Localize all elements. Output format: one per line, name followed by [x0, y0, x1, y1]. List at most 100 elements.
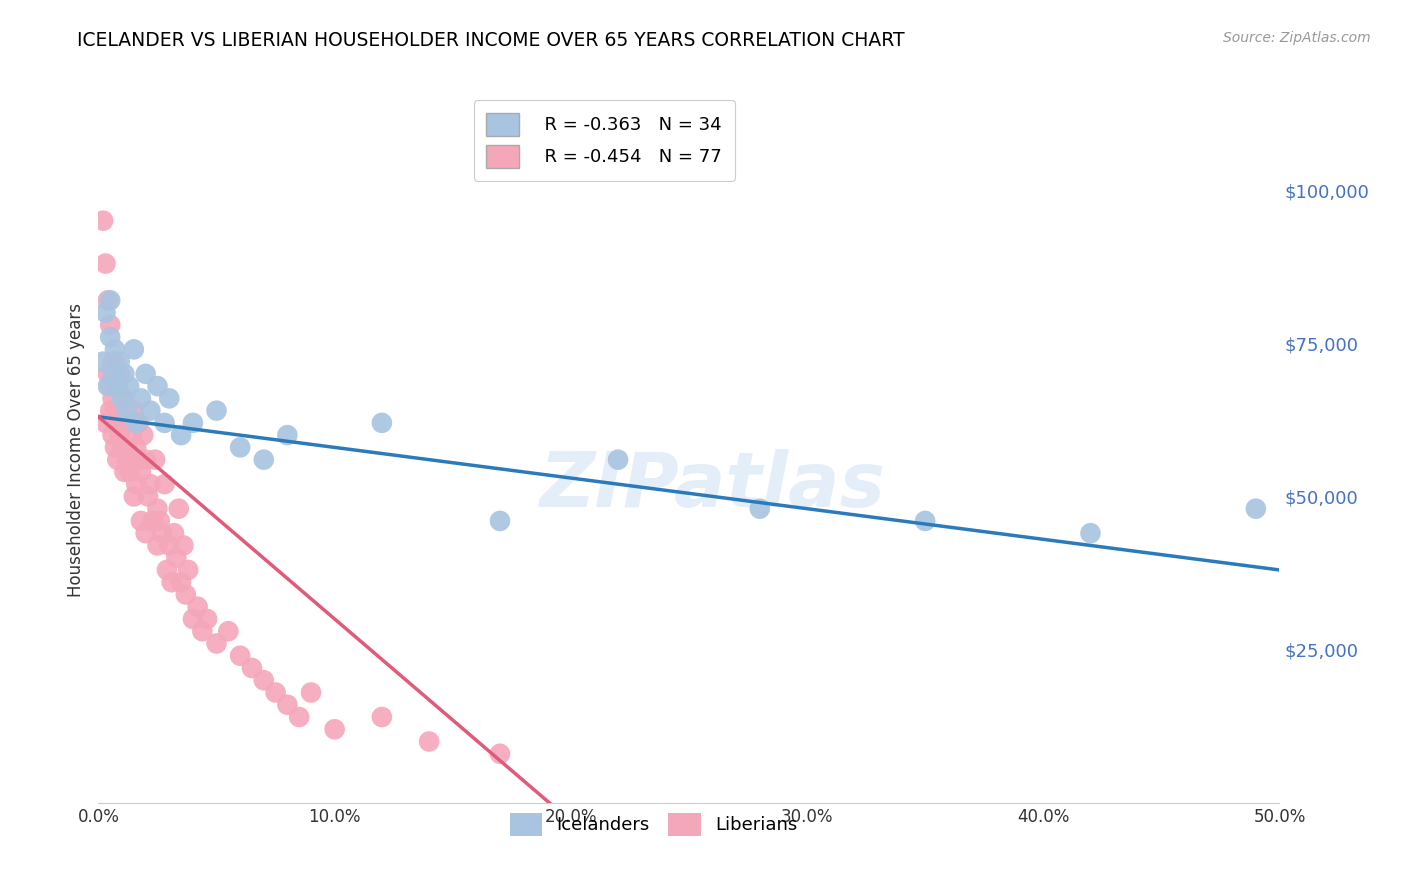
Point: [181, 612, 204, 626]
Point: [122, 403, 145, 417]
Point: [101, 392, 124, 406]
Point: [489, 747, 512, 761]
Point: [165, 550, 187, 565]
Point: [136, 490, 159, 504]
Point: [240, 661, 263, 675]
Point: [217, 624, 239, 639]
Point: [157, 538, 180, 552]
Legend: Icelanders, Liberians: Icelanders, Liberians: [502, 805, 804, 843]
Point: [607, 452, 630, 467]
Point: [101, 354, 124, 368]
Point: [132, 428, 155, 442]
Point: [195, 612, 218, 626]
Point: [489, 514, 512, 528]
Point: [229, 441, 252, 455]
Point: [418, 734, 440, 748]
Point: [253, 673, 276, 688]
Point: [229, 648, 252, 663]
Point: [94, 256, 117, 270]
Point: [98, 318, 121, 332]
Point: [371, 416, 394, 430]
Point: [91, 213, 114, 227]
Point: [121, 452, 143, 467]
Point: [143, 452, 166, 467]
Point: [125, 477, 148, 491]
Text: ZIPatlas: ZIPatlas: [540, 449, 886, 523]
Point: [748, 501, 770, 516]
Text: ICELANDER VS LIBERIAN HOUSEHOLDER INCOME OVER 65 YEARS CORRELATION CHART: ICELANDER VS LIBERIAN HOUSEHOLDER INCOME…: [77, 31, 905, 50]
Point: [135, 452, 157, 467]
Point: [108, 367, 131, 381]
Point: [108, 354, 131, 368]
Point: [150, 526, 173, 541]
Point: [914, 514, 936, 528]
Point: [97, 379, 120, 393]
Point: [187, 599, 209, 614]
Point: [177, 563, 200, 577]
Point: [276, 698, 298, 712]
Point: [98, 379, 121, 393]
Point: [174, 587, 197, 601]
Point: [181, 416, 204, 430]
Point: [94, 416, 117, 430]
Point: [160, 575, 183, 590]
Point: [1080, 526, 1102, 541]
Point: [146, 379, 169, 393]
Point: [98, 403, 121, 417]
Point: [98, 330, 121, 344]
Point: [118, 379, 141, 393]
Point: [153, 477, 176, 491]
Text: Source: ZipAtlas.com: Source: ZipAtlas.com: [1223, 31, 1371, 45]
Point: [135, 367, 157, 381]
Point: [105, 452, 128, 467]
Point: [101, 367, 124, 381]
Point: [1244, 501, 1267, 516]
Point: [118, 416, 141, 430]
Point: [105, 379, 128, 393]
Point: [157, 392, 180, 406]
Point: [104, 403, 127, 417]
Point: [371, 710, 394, 724]
Point: [139, 477, 162, 491]
Point: [170, 575, 193, 590]
Point: [128, 452, 150, 467]
Point: [108, 428, 131, 442]
Point: [125, 416, 148, 430]
Point: [94, 305, 117, 319]
Point: [135, 526, 157, 541]
Point: [112, 392, 135, 406]
Point: [146, 501, 169, 516]
Point: [122, 490, 145, 504]
Point: [129, 514, 152, 528]
Point: [105, 416, 128, 430]
Point: [111, 416, 134, 430]
Point: [167, 501, 190, 516]
Point: [323, 723, 346, 737]
Point: [112, 367, 135, 381]
Point: [104, 354, 127, 368]
Point: [115, 452, 138, 467]
Point: [276, 428, 298, 442]
Point: [170, 428, 193, 442]
Point: [153, 416, 176, 430]
Point: [139, 403, 162, 417]
Point: [115, 403, 138, 417]
Point: [146, 538, 169, 552]
Point: [288, 710, 311, 724]
Point: [105, 379, 128, 393]
Point: [91, 354, 114, 368]
Point: [97, 367, 120, 381]
Y-axis label: Householder Income Over 65 years: Householder Income Over 65 years: [66, 303, 84, 598]
Point: [118, 465, 141, 479]
Point: [101, 428, 124, 442]
Point: [142, 514, 165, 528]
Point: [115, 441, 138, 455]
Point: [129, 392, 152, 406]
Point: [111, 403, 134, 417]
Point: [98, 293, 121, 308]
Point: [191, 624, 214, 639]
Point: [97, 293, 120, 308]
Point: [205, 636, 228, 650]
Point: [104, 343, 127, 357]
Point: [149, 514, 172, 528]
